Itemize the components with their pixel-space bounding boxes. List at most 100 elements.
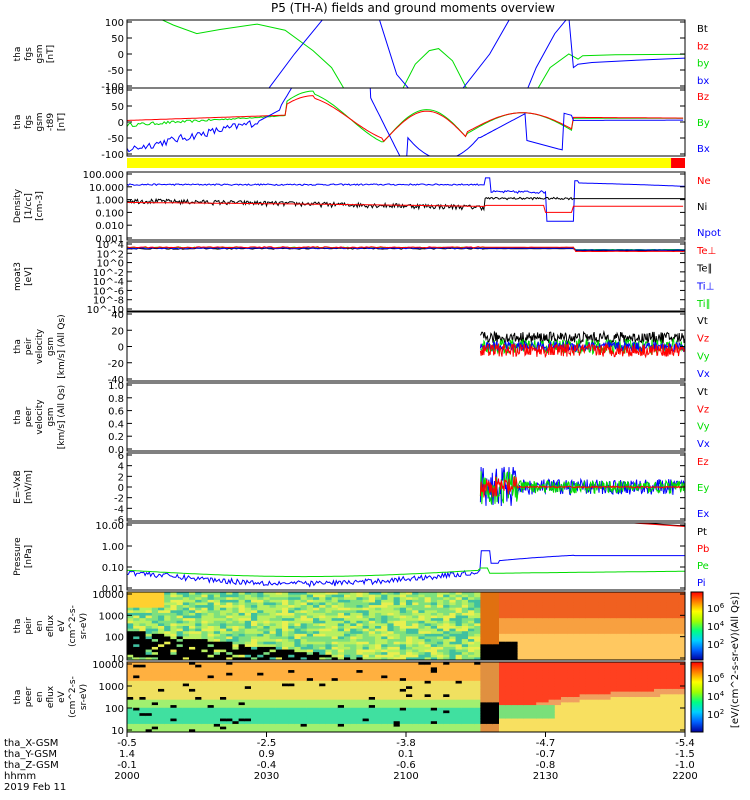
heat-cell	[300, 662, 308, 666]
heat-cell	[666, 599, 674, 604]
heat-cell	[455, 718, 463, 722]
heat-cell	[468, 664, 475, 668]
heat-cell	[238, 707, 246, 712]
heat-cell	[536, 594, 543, 598]
heat-cell	[536, 620, 543, 624]
heat-cell	[610, 626, 618, 630]
heat-cell	[499, 592, 506, 596]
heat-cell	[647, 675, 655, 679]
heat-cell	[275, 713, 283, 717]
heat-cell	[455, 662, 463, 666]
heat-cell	[337, 636, 345, 640]
heat-cell	[251, 678, 258, 682]
heat-cell	[269, 715, 277, 720]
heat-cell	[437, 670, 444, 674]
heat-cell	[499, 715, 506, 720]
heat-cell	[598, 723, 605, 728]
heat-cell	[151, 592, 159, 596]
heat-cell	[672, 667, 680, 671]
heat-cell	[647, 620, 655, 624]
heat-cell	[418, 654, 426, 658]
heat-cell	[201, 633, 209, 638]
ylabel-line: [nT]	[46, 45, 56, 63]
heat-cell	[226, 707, 233, 712]
heat-cell	[536, 649, 543, 653]
heat-cell	[145, 678, 153, 682]
heat-cell	[654, 705, 661, 709]
heat-cell	[232, 646, 240, 651]
heat-cell	[275, 652, 283, 656]
heat-cell	[616, 592, 624, 596]
heat-cell	[139, 662, 147, 666]
heat-cell	[406, 675, 413, 679]
heat-cell	[145, 605, 153, 609]
heat-cell	[455, 715, 463, 720]
ytick-label: 10	[111, 654, 124, 665]
heat-cell	[226, 664, 233, 668]
heat-cell	[232, 639, 240, 643]
heat-cell	[505, 691, 512, 695]
heat-cell	[598, 641, 605, 645]
heat-cell	[362, 715, 370, 720]
heat-cell	[294, 699, 302, 703]
heat-cell	[449, 667, 457, 671]
heat-cell	[263, 615, 271, 619]
ytick-label: 1000	[99, 682, 124, 693]
heat-cell	[666, 654, 674, 658]
heat-cell	[300, 610, 308, 614]
heat-cell	[151, 726, 159, 730]
heat-cell	[300, 649, 308, 653]
heat-cell	[474, 644, 481, 648]
heat-cell	[486, 707, 494, 712]
heat-cell	[207, 605, 215, 609]
heat-cell	[561, 667, 568, 671]
heat-cell	[251, 618, 258, 622]
heat-cell	[220, 612, 227, 617]
heat-cell	[263, 633, 271, 638]
heat-cell	[164, 612, 171, 617]
heat-cell	[189, 721, 196, 725]
legend-Ti⊥: Ti⊥	[696, 281, 714, 292]
heat-cell	[356, 686, 364, 690]
heat-cell	[604, 644, 612, 648]
heat-cell	[418, 597, 426, 601]
heat-cell	[257, 654, 264, 658]
heat-cell	[542, 602, 550, 606]
heat-cell	[213, 710, 221, 714]
heat-cell	[598, 631, 605, 635]
heat-cell	[399, 599, 407, 604]
heat-cell	[461, 612, 469, 617]
heat-cell	[461, 664, 469, 668]
heat-cell	[517, 662, 525, 666]
heat-cell	[672, 626, 680, 630]
heat-cell	[201, 683, 209, 687]
heat-cell	[139, 718, 147, 722]
heat-cell	[238, 652, 246, 656]
heat-cell	[492, 675, 500, 679]
heat-cell	[530, 662, 537, 666]
heat-cell	[647, 623, 655, 627]
heat-cell	[412, 649, 419, 653]
heat-cell	[282, 597, 289, 601]
heat-cell	[176, 710, 184, 714]
heat-cell	[480, 623, 488, 627]
heat-cell	[480, 646, 488, 651]
heat-cell	[306, 654, 314, 658]
heat-cell	[536, 631, 543, 635]
heat-cell	[672, 623, 680, 627]
heat-cell	[511, 592, 519, 596]
heat-cell	[232, 710, 240, 714]
heat-cell	[406, 654, 413, 658]
heat-cell	[511, 718, 519, 722]
heat-cell	[542, 652, 550, 656]
heat-cell	[610, 672, 618, 677]
heat-cell	[275, 723, 283, 728]
heat-cell	[313, 729, 320, 732]
heat-cell	[151, 649, 159, 653]
heat-cell	[437, 697, 444, 701]
heat-cell	[362, 644, 370, 648]
heat-cell	[275, 672, 283, 677]
heat-cell	[511, 697, 519, 701]
heat-cell	[523, 597, 531, 601]
heat-cell	[511, 702, 519, 706]
